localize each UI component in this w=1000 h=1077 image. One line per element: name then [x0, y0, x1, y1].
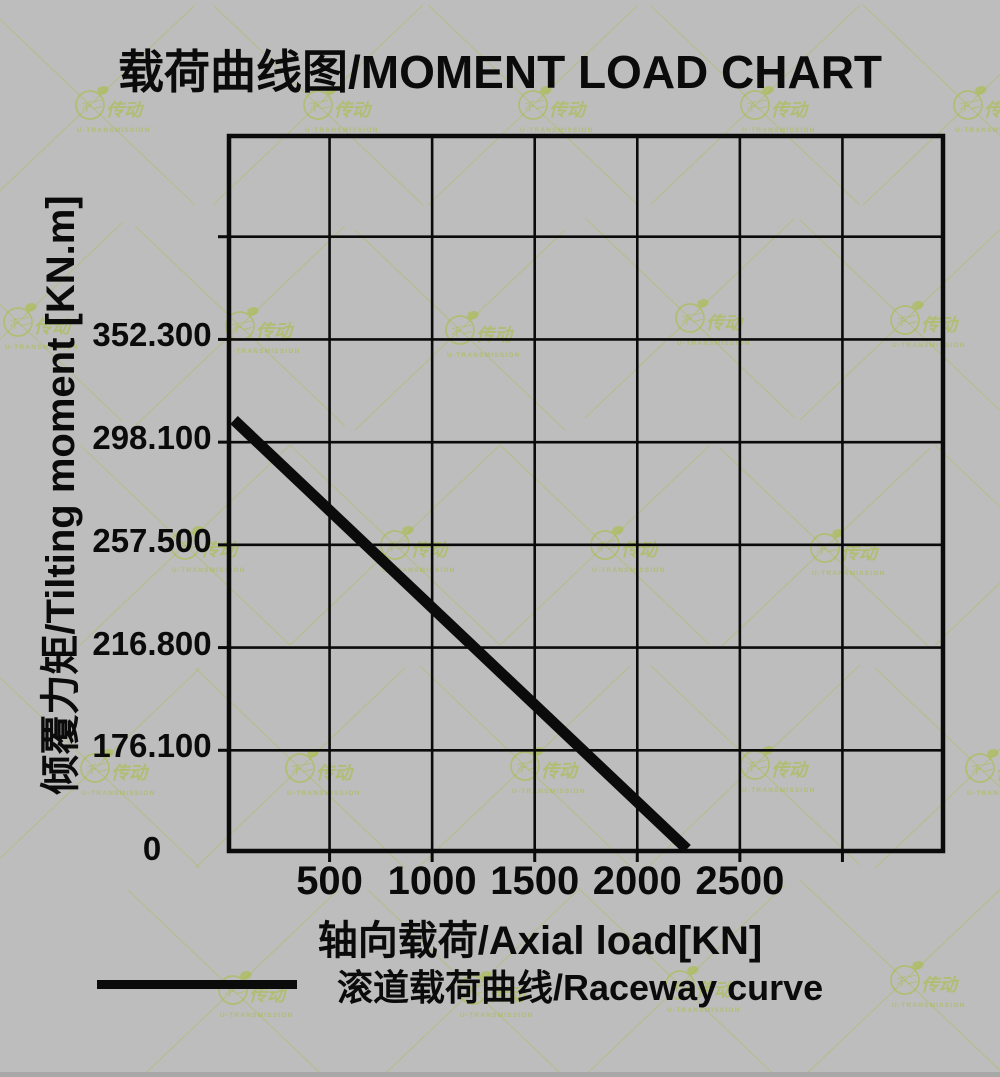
watermark-unit [799, 879, 1000, 1077]
y-tick-label: 0 [142, 830, 162, 867]
grid-lines [227, 134, 945, 853]
watermark-unit [354, 229, 566, 431]
chart-title: 载荷曲线图/MOMENT LOAD CHART [117, 46, 883, 98]
watermark-unit [419, 665, 631, 867]
raceway-curve-line [230, 416, 691, 853]
watermark-unit [862, 4, 1000, 206]
x-tick-label: 2000 [592, 859, 682, 903]
watermark-unit [649, 4, 861, 206]
watermark-unit [584, 217, 796, 419]
watermark-unit [134, 225, 346, 427]
x-axis-title: 轴向载荷/Axial load[KN] [317, 919, 763, 963]
y-tick-label: 176.100 [92, 727, 212, 765]
x-tick-label: 500 [296, 859, 363, 903]
x-tick-label: 1500 [490, 859, 580, 903]
legend-line-swatch [97, 980, 297, 989]
watermark-unit [127, 889, 339, 1077]
x-tick-label: 1000 [387, 859, 477, 903]
bottom-edge-strip [0, 1072, 1000, 1077]
watermark-unit [874, 667, 1000, 869]
y-tick-label: 257.500 [92, 521, 212, 559]
y-tick-label: 298.100 [92, 419, 212, 457]
watermark-unit [574, 884, 786, 1077]
watermark-unit [212, 4, 424, 206]
watermark-unit [367, 889, 579, 1077]
x-tick-label: 2500 [695, 859, 785, 903]
watermark-unit [79, 444, 291, 646]
y-tick-label: 352.300 [92, 316, 212, 354]
legend-label: 滚道载荷曲线/Raceway curve [337, 967, 824, 1008]
watermark-unit [649, 664, 861, 866]
y-tick-label: 216.800 [92, 624, 212, 662]
watermark-unit [0, 4, 196, 206]
axis-ticks [218, 235, 844, 862]
watermark-unit [0, 221, 124, 423]
watermark-unit [0, 667, 201, 869]
watermark-unit [719, 447, 931, 649]
watermark-unit [427, 4, 639, 206]
watermark-unit [799, 219, 1000, 421]
plot-border [226, 133, 946, 854]
watermark-unit [934, 444, 1000, 646]
